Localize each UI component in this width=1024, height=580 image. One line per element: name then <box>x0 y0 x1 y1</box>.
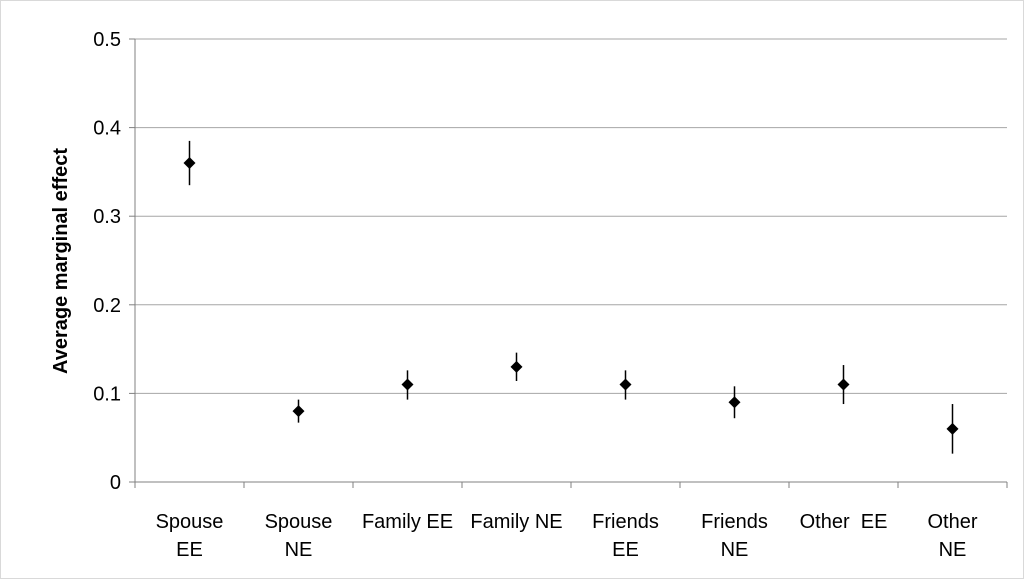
x-tick-label: Other NE <box>927 511 977 561</box>
y-tick-label: 0 <box>110 472 121 494</box>
data-point-marker <box>292 405 305 418</box>
data-point-marker <box>510 360 523 373</box>
y-tick-labels: 0 0.1 0.2 0.3 0.4 0.5 <box>93 29 121 494</box>
y-tick-label: 0.3 <box>93 206 121 228</box>
y-tick-label: 0.4 <box>93 118 121 140</box>
x-tick-labels: Spouse EE Spouse NE Family EE Family NE Friend… <box>156 511 978 561</box>
x-tick-label: Family EE <box>362 511 453 533</box>
y-tick-label: 0.5 <box>93 29 121 51</box>
data-markers <box>183 157 959 435</box>
grid-layer <box>135 38 1007 394</box>
x-tick-label: Family NE <box>470 511 562 533</box>
axis-layer <box>129 38 1008 488</box>
x-tick-label: Other EE <box>800 511 888 533</box>
data-point-marker <box>401 378 414 391</box>
x-tick-label: Friends EE <box>592 511 659 561</box>
y-tick-label: 0.1 <box>93 383 121 405</box>
data-point-marker <box>619 378 632 391</box>
data-point-marker <box>183 157 196 170</box>
data-point-marker <box>837 378 850 391</box>
data-point-marker <box>946 422 959 435</box>
y-axis-title: Average marginal effect <box>50 148 72 374</box>
error-bars <box>188 140 954 454</box>
y-tick-label: 0.2 <box>93 295 121 317</box>
x-tick-label: Spouse EE <box>156 511 224 561</box>
x-tick-label: Friends NE <box>701 511 768 561</box>
data-point-marker <box>728 396 741 409</box>
x-tick-label: Spouse NE <box>265 511 333 561</box>
